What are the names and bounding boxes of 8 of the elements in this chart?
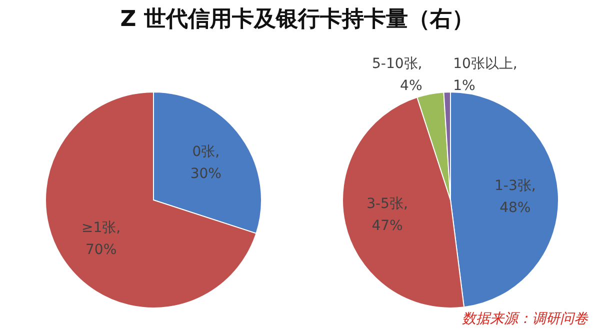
slice-label: 1-3张, 48% — [494, 178, 536, 216]
source-note: 数据来源：调研问卷 — [462, 310, 588, 328]
slice-label: 0张, 30% — [190, 144, 222, 182]
slice-label: 5-10张, 4% — [372, 56, 422, 94]
chart-title: Z 世代信用卡及银行卡持卡量（右） — [119, 6, 475, 34]
slice-label: ≥1张, 70% — [82, 220, 121, 258]
slice-label: 10张以上, 1% — [453, 56, 518, 94]
slice-label: 3-5张, 47% — [366, 196, 408, 234]
